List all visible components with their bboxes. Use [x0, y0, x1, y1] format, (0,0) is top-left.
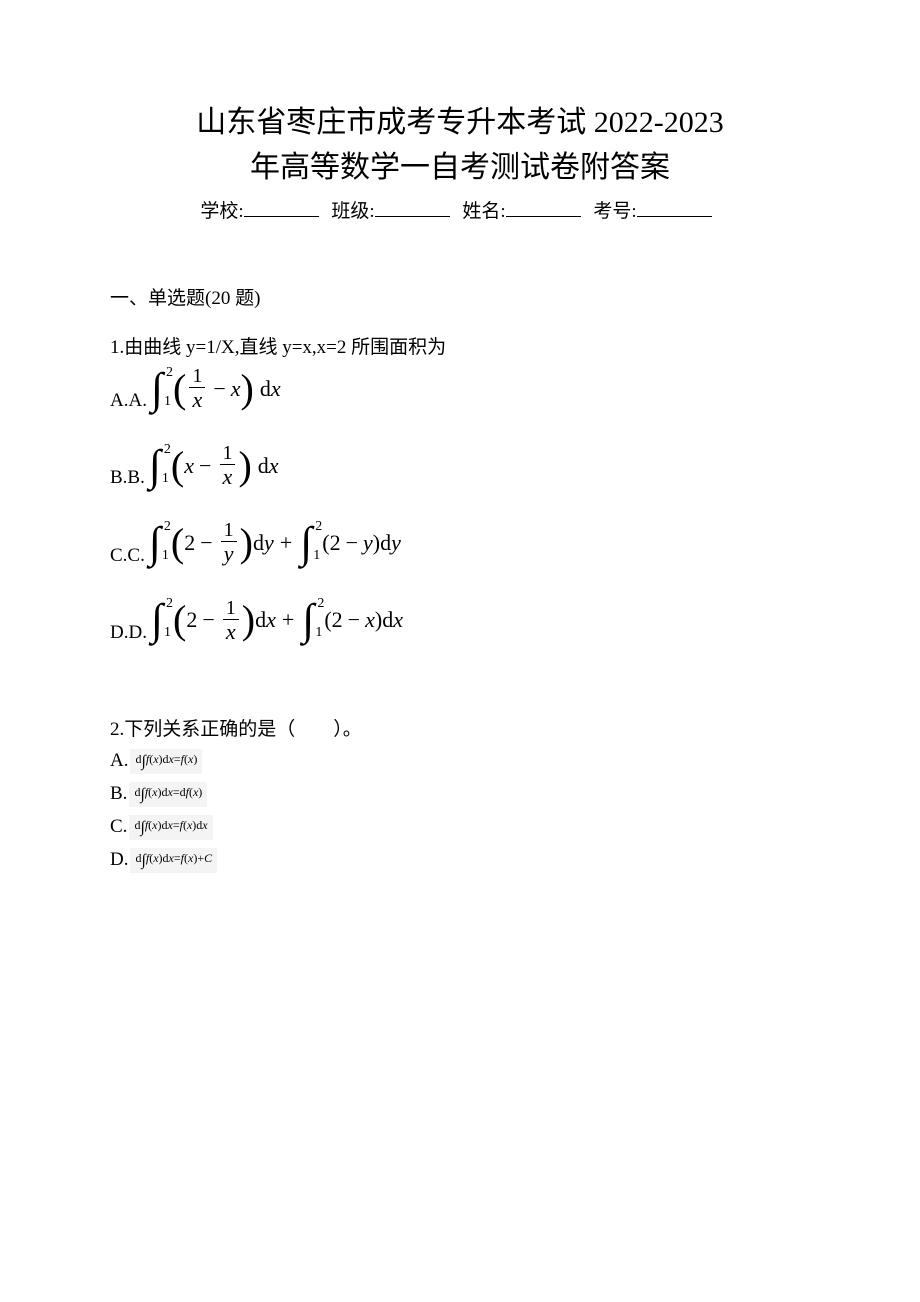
- q1-option-b: B.B. ∫ 2 1 ( x − 1 x ) dx: [110, 442, 810, 489]
- q2-option-c-label: C.: [110, 816, 127, 838]
- q2-option-a-math: d∫f(x)dx=f(x): [130, 749, 202, 774]
- exam-title-line2: 年高等数学一自考测试卷附答案: [110, 145, 810, 190]
- section-header: 一、单选题(20 题): [110, 283, 810, 310]
- meta-name-label: 姓名:: [462, 201, 505, 222]
- q1-stem: 1.由曲线 y=1/X,直线 y=x,x=2 所围面积为: [110, 332, 810, 359]
- q2-option-d: D. d∫f(x)dx=f(x)+C: [110, 848, 810, 873]
- meta-name-blank: [506, 198, 581, 217]
- q2-option-c-math: d∫f(x)dx=f(x)dx: [129, 815, 212, 840]
- q2-option-c: C. d∫f(x)dx=f(x)dx: [110, 815, 810, 840]
- q1-option-c: C.C. ∫ 2 1 ( 2 − 1 y ) dy + ∫ 2 1 ( 2 − …: [110, 519, 810, 566]
- q1-option-d-math: ∫ 2 1 ( 2 − 1 x ) dx + ∫ 2 1 ( 2 − x ) d…: [149, 597, 403, 644]
- q1-option-b-label: B.B.: [110, 467, 145, 489]
- q1-option-c-label: C.C.: [110, 545, 145, 567]
- q1-option-c-math: ∫ 2 1 ( 2 − 1 y ) dy + ∫ 2 1 ( 2 − y ) d…: [147, 519, 401, 566]
- q2-option-a-label: A.: [110, 750, 128, 772]
- q1-option-d-label: D.D.: [110, 622, 147, 644]
- q1-option-a-math: ∫ 2 1 ( 1 x − x ) dx: [149, 365, 281, 412]
- q1-option-a: A.A. ∫ 2 1 ( 1 x − x ) dx: [110, 365, 810, 412]
- meta-class-blank: [375, 198, 450, 217]
- q2-option-d-label: D.: [110, 849, 128, 871]
- meta-id-blank: [637, 198, 712, 217]
- q1-option-d: D.D. ∫ 2 1 ( 2 − 1 x ) dx + ∫ 2 1 ( 2 − …: [110, 597, 810, 644]
- meta-school-blank: [244, 198, 319, 217]
- q2-stem: 2.下列关系正确的是（ ）。: [110, 714, 810, 741]
- q2-option-d-math: d∫f(x)dx=f(x)+C: [130, 848, 217, 873]
- q2-option-b-label: B.: [110, 783, 127, 805]
- q1-option-a-label: A.A.: [110, 390, 147, 412]
- meta-class-label: 班级:: [331, 201, 374, 222]
- exam-title-line1: 山东省枣庄市成考专升本考试 2022-2023: [110, 100, 810, 145]
- meta-id-label: 考号:: [593, 201, 636, 222]
- q2-option-b: B. d∫f(x)dx=df(x): [110, 782, 810, 807]
- q1-option-b-math: ∫ 2 1 ( x − 1 x ) dx: [147, 442, 279, 489]
- meta-school-label: 学校:: [200, 201, 243, 222]
- q2-option-b-math: d∫f(x)dx=df(x): [129, 782, 207, 807]
- meta-line: 学校: 班级: 姓名: 考号:: [110, 196, 810, 223]
- q2-option-a: A. d∫f(x)dx=f(x): [110, 749, 810, 774]
